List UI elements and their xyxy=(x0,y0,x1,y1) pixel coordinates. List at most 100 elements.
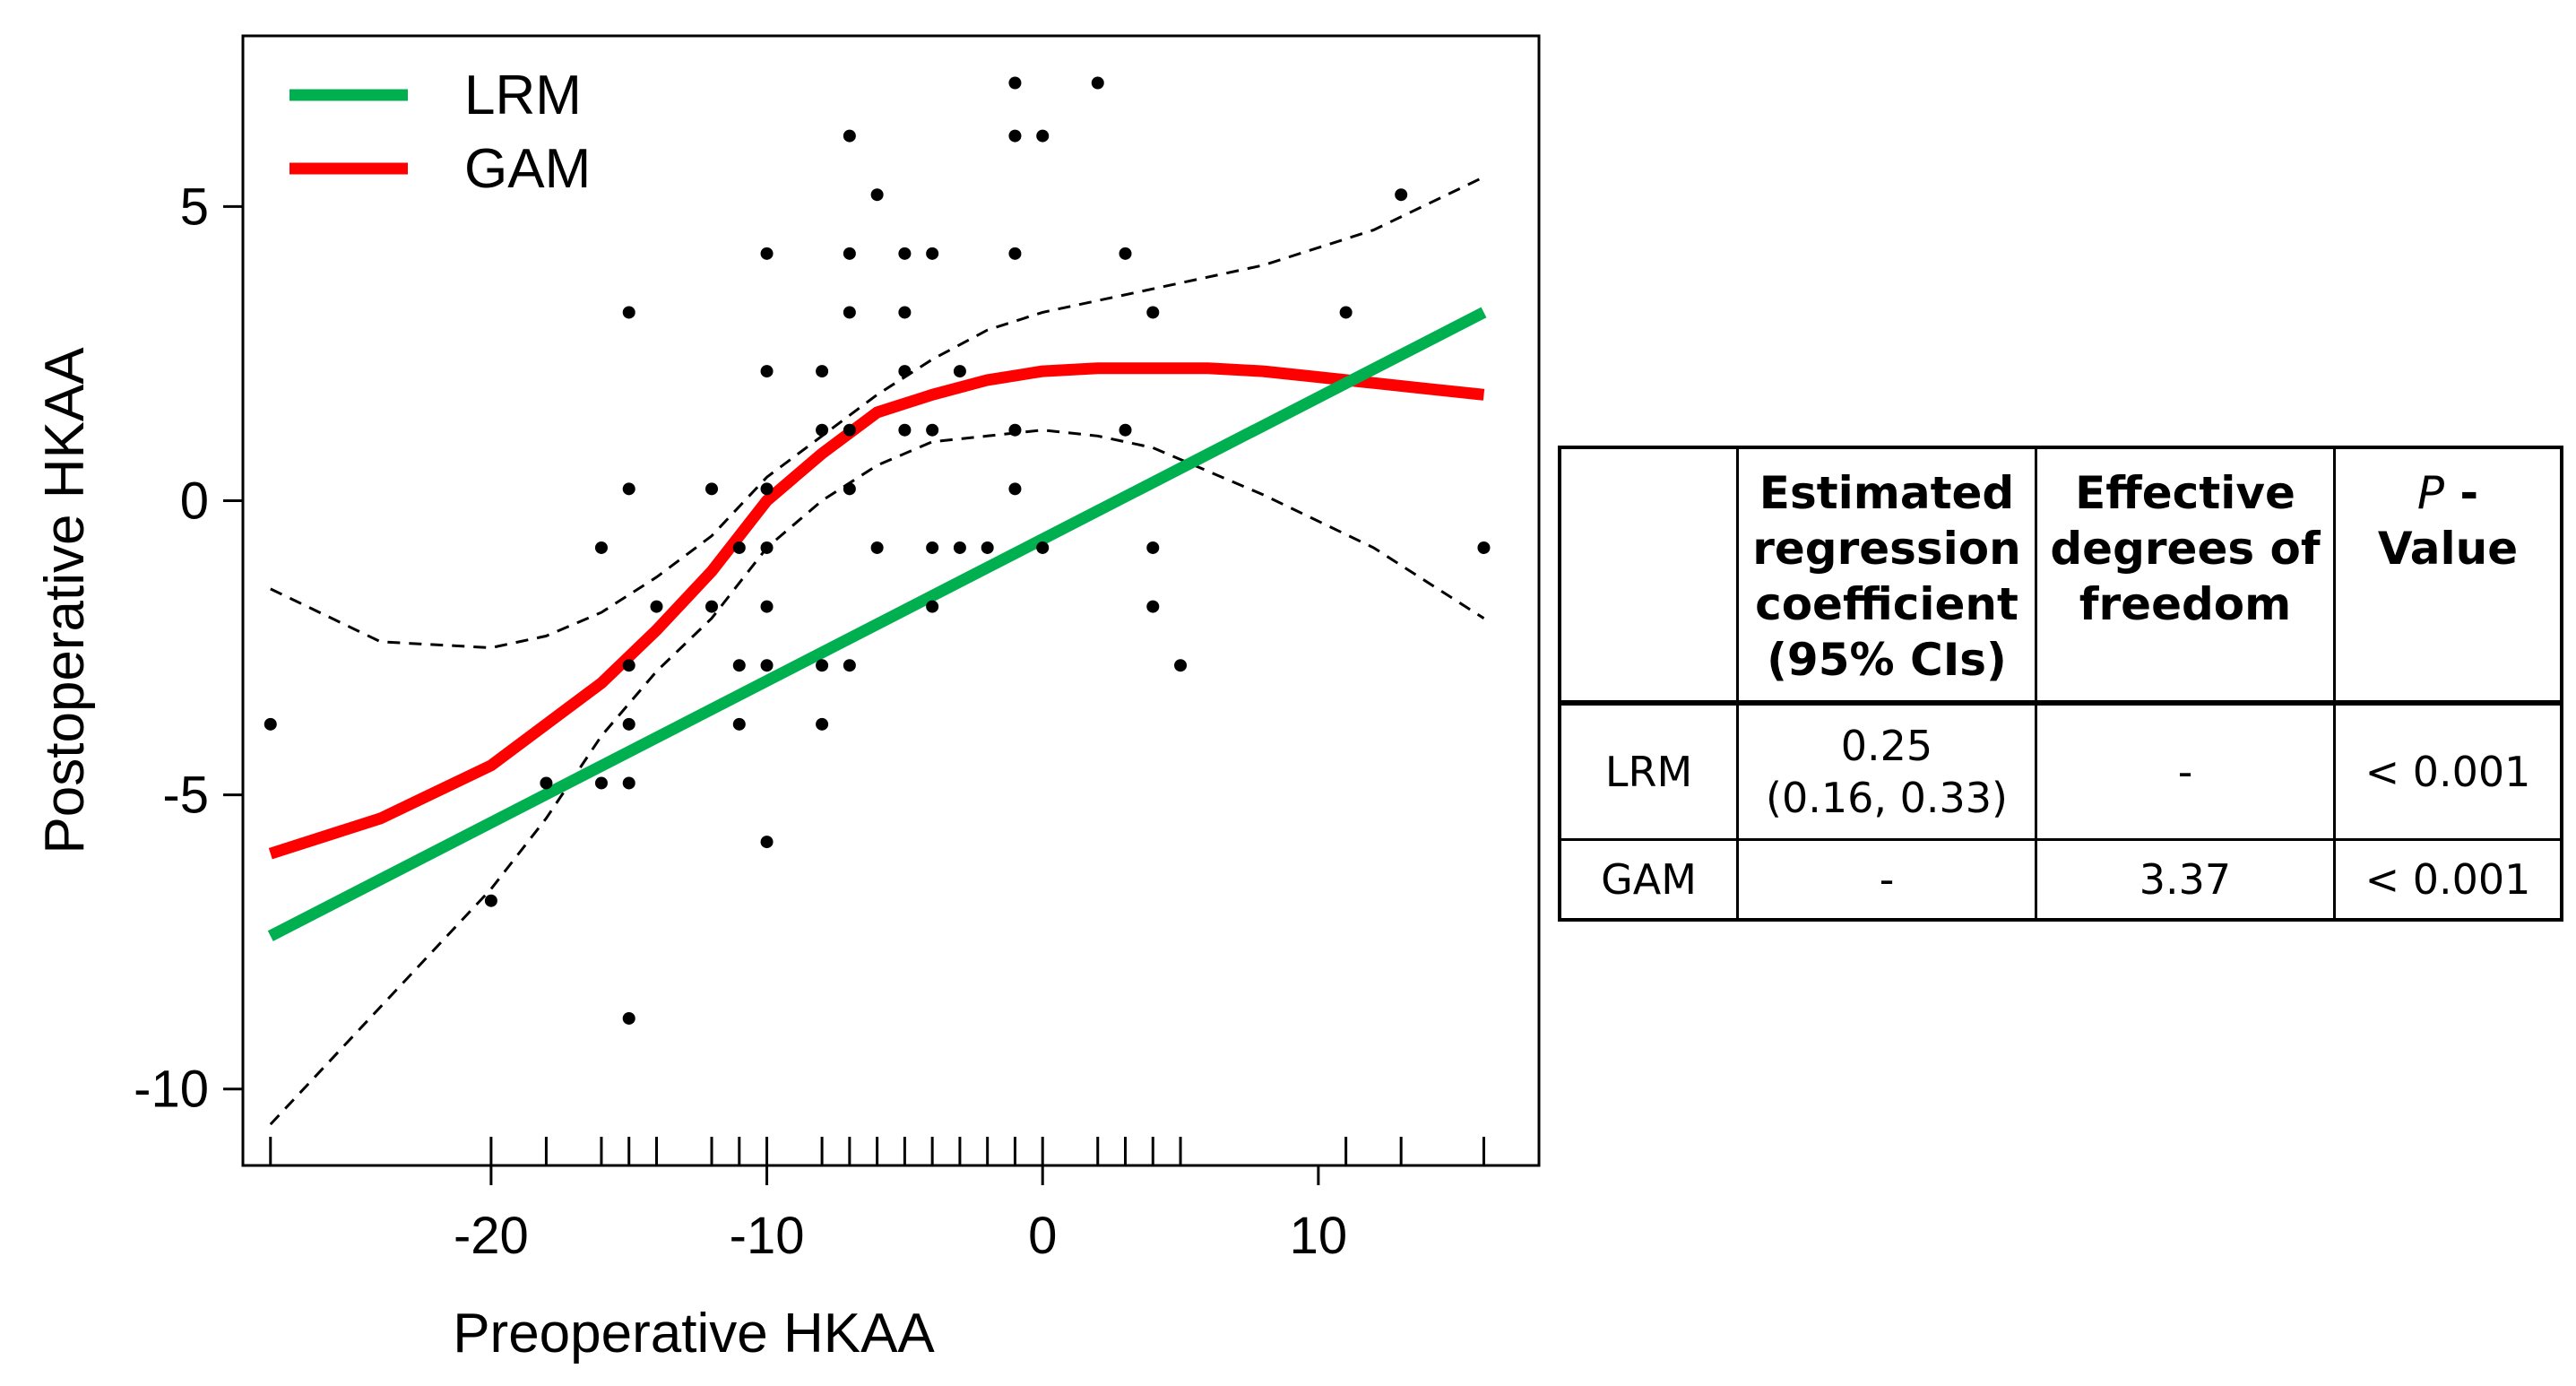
data-point xyxy=(870,188,884,202)
data-point xyxy=(1008,423,1022,437)
legend: LRM GAM xyxy=(290,65,591,200)
table-header-estimated: Estimated regression coefficient (95% CI… xyxy=(1736,446,2037,706)
header-text: (95% CIs) xyxy=(1767,634,2007,686)
data-point xyxy=(540,776,553,790)
table-cell-edf: - xyxy=(2035,701,2336,841)
data-point xyxy=(926,423,939,437)
data-point xyxy=(622,659,635,672)
data-point xyxy=(870,541,884,554)
data-point xyxy=(760,659,774,672)
header-text: regression xyxy=(1752,523,2021,575)
y-tick-label: -10 xyxy=(134,1061,209,1119)
data-point xyxy=(816,659,829,672)
data-point xyxy=(760,836,774,849)
x-axis: -20 -10 0 10 xyxy=(454,1164,1348,1265)
data-point xyxy=(1339,306,1353,319)
y-tick-label: -5 xyxy=(162,767,209,825)
data-point xyxy=(264,717,277,731)
data-point xyxy=(1477,541,1491,554)
data-point xyxy=(1146,541,1160,554)
data-point xyxy=(843,482,856,496)
data-point xyxy=(732,717,746,731)
data-point xyxy=(1008,247,1022,260)
table-row: GAM - 3.37 < 0.001 xyxy=(1558,838,2563,922)
data-point xyxy=(594,776,608,790)
header-text: P - xyxy=(2345,465,2551,521)
data-point xyxy=(1146,306,1160,319)
gam-line xyxy=(268,362,1485,860)
data-point xyxy=(898,365,912,378)
table-cell-estimate: - xyxy=(1736,838,2037,922)
header-text: Value xyxy=(2377,523,2519,575)
estimate-ci: (0.16, 0.33) xyxy=(1766,774,2008,822)
table-header-model xyxy=(1558,446,1739,706)
data-point xyxy=(1174,659,1188,672)
data-point xyxy=(650,600,663,613)
data-point xyxy=(594,541,608,554)
header-text: coefficient xyxy=(1755,578,2018,630)
data-point xyxy=(622,482,635,496)
x-axis-title: Preoperative HKAA xyxy=(453,1303,935,1364)
plot-frame xyxy=(241,34,1541,1167)
gam-lower-ci-line xyxy=(269,429,1485,1126)
lrm-line xyxy=(267,307,1487,941)
data-point xyxy=(898,306,912,319)
data-point xyxy=(1008,482,1022,496)
data-point xyxy=(1146,600,1160,613)
data-point xyxy=(1008,76,1022,90)
x-tick-label: -20 xyxy=(454,1207,529,1265)
table-cell-edf: 3.37 xyxy=(2035,838,2336,922)
data-point xyxy=(843,247,856,260)
data-point xyxy=(816,717,829,731)
data-point xyxy=(732,541,746,554)
header-text: Effective xyxy=(2075,467,2295,519)
data-point xyxy=(1008,129,1022,143)
data-point xyxy=(898,247,912,260)
table-cell-p: < 0.001 xyxy=(2333,838,2563,922)
data-point xyxy=(843,306,856,319)
data-point xyxy=(705,600,719,613)
table-row: LRM 0.25 (0.16, 0.33) - < 0.001 xyxy=(1558,701,2563,841)
data-point xyxy=(622,717,635,731)
data-point xyxy=(953,541,966,554)
data-point xyxy=(760,541,774,554)
table-cell-model: LRM xyxy=(1558,701,1739,841)
confidence-bands xyxy=(269,176,1485,1126)
data-point xyxy=(926,600,939,613)
scatter-points xyxy=(264,76,1491,1025)
estimate-value: 0.25 xyxy=(1840,722,1933,770)
table-header-row: Estimated regression coefficient (95% CI… xyxy=(1558,446,2563,706)
data-point xyxy=(622,1011,635,1025)
data-point xyxy=(953,365,966,378)
data-point xyxy=(760,247,774,260)
data-point xyxy=(816,365,829,378)
data-point xyxy=(760,600,774,613)
data-point xyxy=(705,482,719,496)
data-point xyxy=(1119,423,1132,437)
data-point xyxy=(760,365,774,378)
data-point xyxy=(1119,247,1132,260)
table-header-p-value: P - Value xyxy=(2333,446,2563,706)
data-point xyxy=(843,129,856,143)
y-axis: -10 -5 0 5 xyxy=(134,178,245,1119)
data-point xyxy=(926,541,939,554)
legend-gam-label: GAM xyxy=(464,138,591,200)
data-point xyxy=(1395,188,1408,202)
data-point xyxy=(622,306,635,319)
header-text: freedom xyxy=(2079,578,2292,630)
data-point xyxy=(981,541,994,554)
x-tick-label: -10 xyxy=(730,1207,805,1265)
data-point xyxy=(1091,76,1104,90)
p-dash: - xyxy=(2459,467,2479,519)
table-cell-p: < 0.001 xyxy=(2333,701,2563,841)
data-point xyxy=(484,894,497,907)
y-axis-title: Postoperative HKAA xyxy=(34,347,96,854)
data-point xyxy=(898,423,912,437)
table-cell-estimate: 0.25 (0.16, 0.33) xyxy=(1736,701,2037,841)
x-tick-label: 10 xyxy=(1290,1207,1348,1265)
p-letter: P xyxy=(2416,467,2444,519)
table-header-edf: Effective degrees of freedom xyxy=(2035,446,2336,706)
data-point xyxy=(1036,129,1050,143)
rug-ticks xyxy=(269,1137,1485,1165)
data-point xyxy=(1036,541,1050,554)
